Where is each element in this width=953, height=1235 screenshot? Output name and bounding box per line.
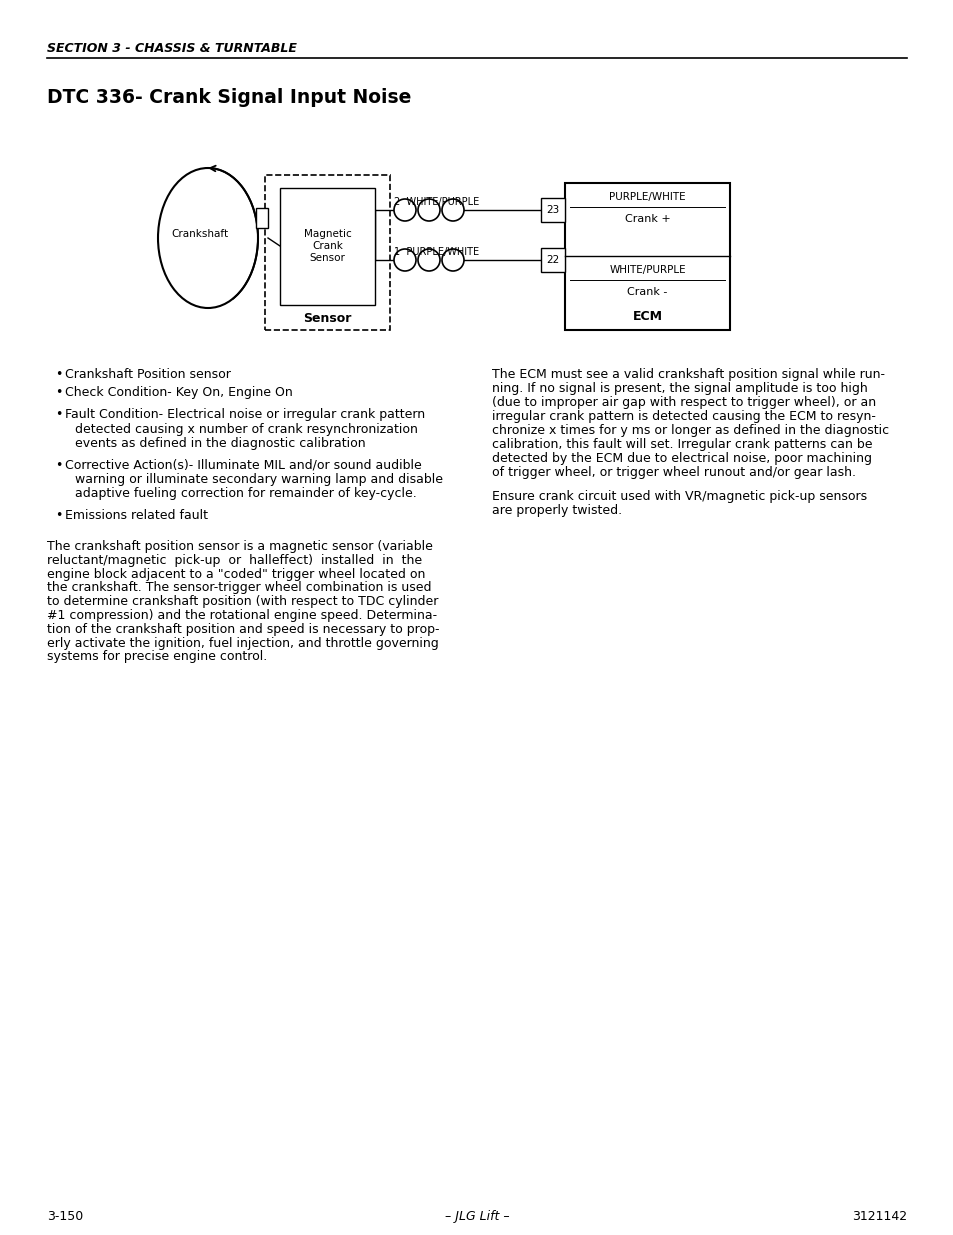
Circle shape [394, 249, 416, 270]
Text: ning. If no signal is present, the signal amplitude is too high: ning. If no signal is present, the signa… [492, 382, 867, 395]
Circle shape [441, 199, 463, 221]
Text: reluctant/magnetic  pick-up  or  halleffect)  installed  in  the: reluctant/magnetic pick-up or halleffect… [47, 553, 421, 567]
Text: Sensor: Sensor [303, 311, 352, 325]
Text: tion of the crankshaft position and speed is necessary to prop-: tion of the crankshaft position and spee… [47, 622, 439, 636]
Text: Crankshaft Position sensor: Crankshaft Position sensor [65, 368, 231, 382]
Text: 23: 23 [546, 205, 559, 215]
Text: PURPLE/WHITE: PURPLE/WHITE [609, 191, 685, 203]
Text: detected causing x number of crank resynchronization: detected causing x number of crank resyn… [75, 422, 417, 436]
Text: Check Condition- Key On, Engine On: Check Condition- Key On, Engine On [65, 387, 293, 399]
Text: Ensure crank circuit used with VR/magnetic pick-up sensors: Ensure crank circuit used with VR/magnet… [492, 490, 866, 503]
Text: WHITE/PURPLE: WHITE/PURPLE [609, 266, 685, 275]
Bar [255, 207, 268, 228]
Text: •: • [55, 458, 62, 472]
Text: Corrective Action(s)- Illuminate MIL and/or sound audible: Corrective Action(s)- Illuminate MIL and… [65, 458, 421, 472]
Circle shape [417, 199, 439, 221]
Text: to determine crankshaft position (with respect to TDC cylinder: to determine crankshaft position (with r… [47, 595, 438, 608]
Text: Crank -: Crank - [627, 287, 667, 296]
Text: irregular crank pattern is detected causing the ECM to resyn-: irregular crank pattern is detected caus… [492, 410, 875, 424]
Circle shape [417, 249, 439, 270]
Text: Crank: Crank [312, 241, 342, 251]
Bar [564, 183, 729, 330]
Text: The crankshaft position sensor is a magnetic sensor (variable: The crankshaft position sensor is a magn… [47, 540, 433, 553]
Text: •: • [55, 408, 62, 421]
Text: 1  PURPLE/WHITE: 1 PURPLE/WHITE [394, 247, 478, 257]
Text: engine block adjacent to a "coded" trigger wheel located on: engine block adjacent to a "coded" trigg… [47, 568, 425, 580]
Text: are properly twisted.: are properly twisted. [492, 504, 621, 517]
Text: 22: 22 [546, 254, 559, 266]
Circle shape [441, 249, 463, 270]
Text: 2  WHITE/PURPLE: 2 WHITE/PURPLE [394, 198, 478, 207]
Text: SECTION 3 - CHASSIS & TURNTABLE: SECTION 3 - CHASSIS & TURNTABLE [47, 42, 296, 56]
Text: ECM: ECM [632, 310, 661, 322]
Text: (due to improper air gap with respect to trigger wheel), or an: (due to improper air gap with respect to… [492, 396, 875, 409]
Text: The ECM must see a valid crankshaft position signal while run-: The ECM must see a valid crankshaft posi… [492, 368, 884, 382]
Text: – JLG Lift –: – JLG Lift – [444, 1210, 509, 1223]
Text: #1 compression) and the rotational engine speed. Determina-: #1 compression) and the rotational engin… [47, 609, 436, 622]
Text: chronize x times for y ms or longer as defined in the diagnostic: chronize x times for y ms or longer as d… [492, 424, 888, 437]
Text: Crankshaft: Crankshaft [172, 228, 229, 240]
Text: calibration, this fault will set. Irregular crank patterns can be: calibration, this fault will set. Irregu… [492, 438, 872, 451]
Circle shape [394, 199, 416, 221]
Text: erly activate the ignition, fuel injection, and throttle governing: erly activate the ignition, fuel injecti… [47, 636, 438, 650]
Text: Crank +: Crank + [624, 214, 670, 224]
Bar [540, 248, 564, 272]
Bar [265, 175, 390, 330]
Text: of trigger wheel, or trigger wheel runout and/or gear lash.: of trigger wheel, or trigger wheel runou… [492, 466, 855, 479]
Text: •: • [55, 387, 62, 399]
Bar [280, 188, 375, 305]
Text: 3-150: 3-150 [47, 1210, 83, 1223]
Bar [540, 198, 564, 222]
Text: 3121142: 3121142 [851, 1210, 906, 1223]
Text: systems for precise engine control.: systems for precise engine control. [47, 651, 267, 663]
Text: •: • [55, 368, 62, 382]
Text: Fault Condition- Electrical noise or irregular crank pattern: Fault Condition- Electrical noise or irr… [65, 408, 425, 421]
Text: detected by the ECM due to electrical noise, poor machining: detected by the ECM due to electrical no… [492, 452, 871, 466]
Text: events as defined in the diagnostic calibration: events as defined in the diagnostic cali… [75, 437, 365, 450]
Text: adaptive fueling correction for remainder of key-cycle.: adaptive fueling correction for remainde… [75, 488, 416, 500]
Text: the crankshaft. The sensor-trigger wheel combination is used: the crankshaft. The sensor-trigger wheel… [47, 582, 431, 594]
Text: Magnetic: Magnetic [303, 228, 351, 240]
Text: Sensor: Sensor [309, 253, 345, 263]
Text: warning or illuminate secondary warning lamp and disable: warning or illuminate secondary warning … [75, 473, 442, 487]
Text: DTC 336- Crank Signal Input Noise: DTC 336- Crank Signal Input Noise [47, 88, 411, 107]
Text: Emissions related fault: Emissions related fault [65, 509, 208, 522]
Text: •: • [55, 509, 62, 522]
